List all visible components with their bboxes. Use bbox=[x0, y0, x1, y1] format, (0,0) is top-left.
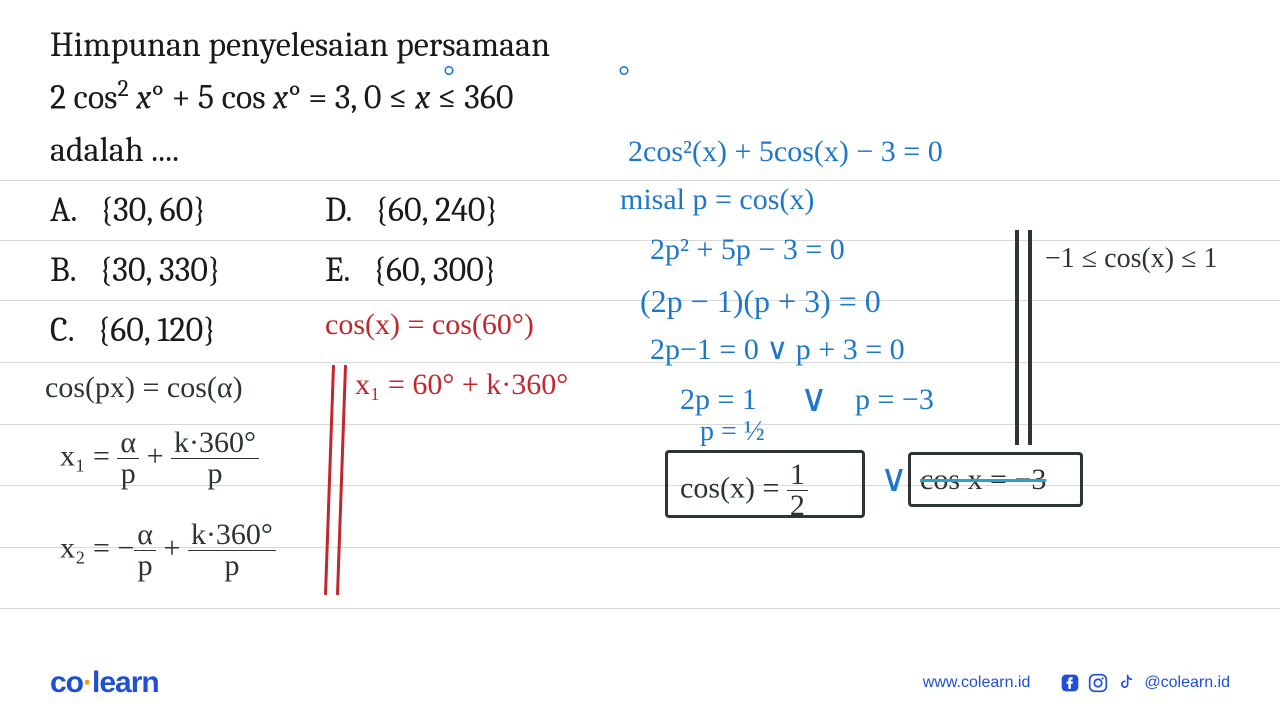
separator-bar bbox=[1028, 230, 1032, 445]
separator-bar-red bbox=[324, 365, 335, 595]
work-cos-eq-cos60: cos(x) = cos(60°) bbox=[325, 310, 534, 340]
social-handle: @colearn.id bbox=[1144, 674, 1230, 692]
ruled-line bbox=[0, 362, 1280, 363]
footer: co·learn www.colearn.id @colearn.id bbox=[0, 666, 1280, 700]
facebook-icon[interactable] bbox=[1060, 673, 1080, 693]
work-x1-general: x₁ = αp + k·360°p bbox=[60, 428, 259, 489]
work-cospx: cos(px) = cos(α) bbox=[45, 373, 243, 403]
instagram-icon[interactable] bbox=[1088, 673, 1108, 693]
work-p-eq-neg3: p = −3 bbox=[855, 385, 934, 415]
work-cos-domain: −1 ≤ cos(x) ≤ 1 bbox=[1045, 245, 1218, 273]
work-x1-60: x₁ = 60° + k·360° bbox=[355, 370, 568, 400]
work-substitution: misal p = cos(x) bbox=[620, 185, 814, 215]
question-line1: Himpunan penyelesaian persamaan bbox=[50, 25, 550, 65]
option-b: B. {30, 330} bbox=[50, 250, 221, 290]
option-a: A. {30, 60} bbox=[50, 190, 206, 230]
work-eq-original: 2cos²(x) + 5cos(x) − 3 = 0 bbox=[628, 137, 943, 167]
work-p-eq-half: p = ½ bbox=[700, 418, 765, 446]
or-symbol-1: ∨ bbox=[800, 380, 828, 418]
box-valid-solution bbox=[665, 450, 865, 518]
question-line3: adalah .... bbox=[50, 130, 179, 170]
work-2p-eq-1: 2p = 1 bbox=[680, 385, 757, 415]
separator-bar-red bbox=[336, 365, 347, 595]
option-e: E. {60, 300} bbox=[325, 250, 497, 290]
work-factored: (2p − 1)(p + 3) = 0 bbox=[640, 285, 881, 317]
ruled-line bbox=[0, 240, 1280, 241]
brand-logo: co·learn bbox=[50, 666, 159, 700]
degree-mark-zero: ° bbox=[443, 60, 455, 94]
work-quadratic: 2p² + 5p − 3 = 0 bbox=[650, 235, 845, 265]
ruled-line bbox=[0, 180, 1280, 181]
option-c: C. {60, 120} bbox=[50, 310, 216, 350]
tiktok-icon[interactable] bbox=[1116, 673, 1136, 693]
ruled-line bbox=[0, 608, 1280, 609]
social-links[interactable]: @colearn.id bbox=[1060, 673, 1230, 693]
degree-mark-360: ° bbox=[618, 60, 630, 94]
ruled-line bbox=[0, 424, 1280, 425]
option-d: D. {60, 240} bbox=[325, 190, 499, 230]
work-roots: 2p−1 = 0 ∨ p + 3 = 0 bbox=[650, 335, 905, 365]
work-x2-general: x₂ = −αp + k·360°p bbox=[60, 520, 276, 581]
footer-url[interactable]: www.colearn.id bbox=[923, 674, 1031, 692]
separator-bar bbox=[1015, 230, 1019, 445]
or-symbol-2: ∨ bbox=[880, 460, 908, 498]
box-rejected-solution bbox=[908, 452, 1083, 507]
